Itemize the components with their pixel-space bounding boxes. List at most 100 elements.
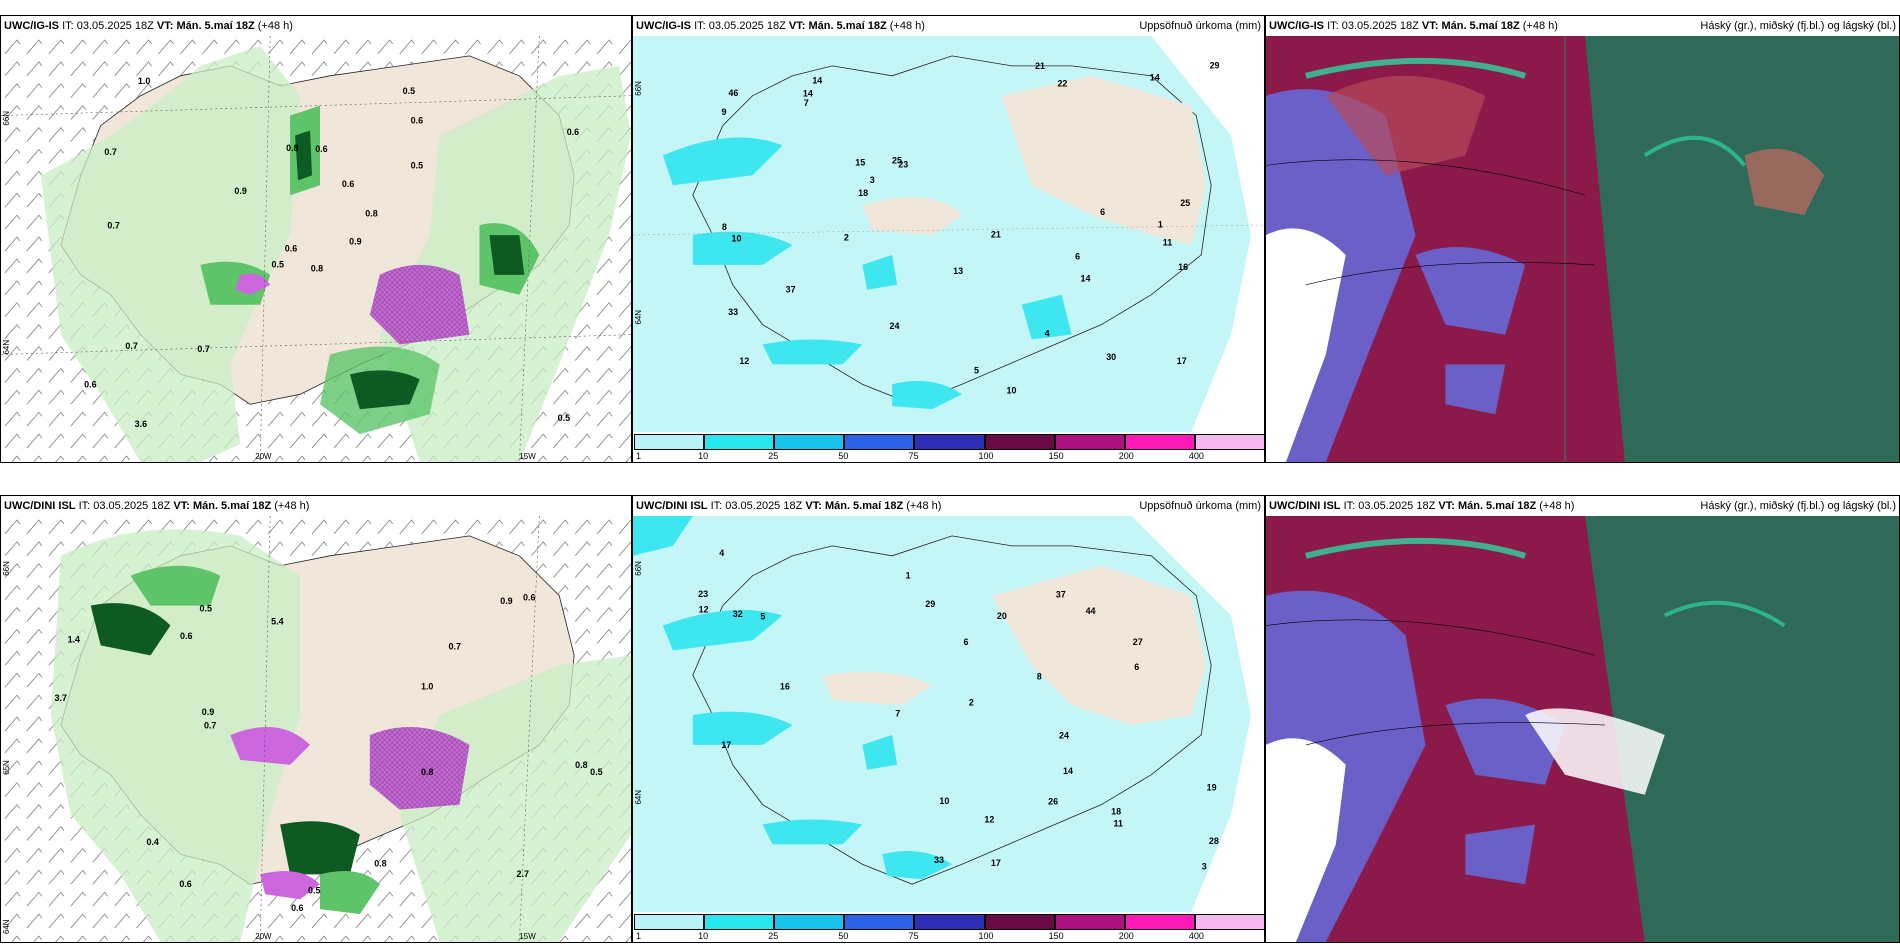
model-name: UWC/DINI ISL	[1269, 500, 1341, 512]
value-label: 0.8	[311, 263, 323, 273]
value-label: 33	[934, 855, 944, 865]
value-label: 22	[1057, 79, 1067, 89]
accumulated-precip-map: 66N 64N 6 11 23 27 33 29 17 37 16 17 18 20 24 32 28 44 1…	[633, 516, 1264, 912]
colorbar-tick-label: 75	[908, 451, 919, 461]
value-label: 6	[1100, 207, 1105, 217]
valid-time: VT: Mán. 5.maí 18Z	[788, 20, 887, 32]
value-label: 7	[895, 709, 900, 719]
value-label: 14	[803, 89, 813, 99]
value-label: 46	[728, 88, 738, 98]
lon-label: 20W	[255, 932, 272, 941]
colorbar-tick-label: 75	[908, 931, 919, 941]
precip-value-labels: 0.80.70.60.60.80.70.50.60.60.91.00.50.70…	[84, 76, 579, 429]
value-label: 33	[728, 307, 738, 317]
panel-bottom-left: UWC/DINI ISL IT: 03.05.2025 18Z VT: Mán.…	[0, 495, 632, 943]
value-label: 0.5	[200, 604, 212, 614]
colorbar-swatch	[704, 914, 775, 930]
value-label: 3.6	[135, 419, 147, 429]
value-label: 2	[969, 698, 974, 708]
value-label: 29	[1210, 60, 1220, 70]
value-label: 16	[780, 681, 790, 691]
colorbar-swatch	[634, 434, 705, 450]
lat-label: 64N	[2, 340, 11, 355]
value-label: 21	[991, 229, 1001, 239]
value-label: 0.8	[365, 208, 377, 218]
it-label: IT:	[1327, 20, 1339, 32]
colorbar: 1 10 25 50 75 100 150 200 400	[634, 912, 1264, 942]
lead-time: (+48 h)	[1522, 20, 1558, 32]
lat-label: 66N	[2, 111, 11, 126]
wind-precip-map: 66N 64N 20W 15W 0.8 0.7 0.6 0.6 0.8 0.7 0.5 0.6…	[1, 36, 631, 462]
map-svg: 66N 64N 61112142330332215109846172425132…	[633, 36, 1264, 432]
value-label: 0.7	[107, 221, 119, 231]
lat-label: 65N	[2, 760, 11, 775]
lat-label: 64N	[634, 310, 643, 325]
value-label: 6	[963, 637, 968, 647]
lead-time: (+48 h)	[274, 500, 310, 512]
lat-label: 64N	[634, 790, 643, 805]
colorbar-swatch	[914, 434, 985, 450]
value-label: 0.7	[204, 721, 216, 731]
colorbar-swatch	[774, 434, 845, 450]
value-label: 0.5	[403, 86, 415, 96]
it-label: IT:	[78, 500, 91, 512]
colorbar-tick-label: 200	[1118, 451, 1134, 461]
cloud-cover-map	[1266, 516, 1899, 942]
panel-bottom-middle: UWC/DINI ISL IT: 03.05.2025 18Z VT: Mán.…	[632, 495, 1265, 943]
colorbar-tick-label: 10	[698, 451, 709, 461]
value-label: 0.9	[234, 186, 246, 196]
precip-value-labels: 1.4 0.61.00.50.90.60.80.70.60.50.80.50.70…	[55, 592, 603, 913]
colorbar: 1 10 25 50 75 100 150 200 400	[634, 432, 1264, 462]
value-label: 21	[1035, 61, 1045, 71]
panel-title: Uppsöfnuð úrkoma (mm)	[1139, 20, 1261, 32]
value-label: 1.0	[421, 681, 433, 691]
init-time: 03.05.2025 18Z	[1358, 500, 1436, 512]
lat-label: 66N	[634, 561, 643, 576]
value-label: 0.8	[374, 859, 386, 869]
value-label: 37	[1056, 589, 1066, 599]
value-label: 28	[1209, 836, 1219, 846]
colorbar-swatch	[914, 914, 985, 930]
value-label: 6	[1075, 252, 1080, 262]
model-name: UWC/DINI ISL	[4, 500, 76, 512]
accumulated-value-labels: 6112327332917371617182024322844192612141…	[698, 548, 1219, 872]
value-label: 24	[889, 321, 899, 331]
panel-header: UWC/IG-IS IT: 03.05.2025 18Z VT: Mán. 5.…	[1266, 16, 1899, 36]
value-label: 0.5	[590, 767, 602, 777]
value-label: 1.0	[138, 76, 150, 86]
value-label: 0.7	[125, 341, 137, 351]
colorbar-tick-label: 1	[636, 451, 642, 461]
value-label: 0.6	[291, 903, 303, 913]
colorbar-swatch	[1054, 434, 1125, 450]
value-label: 0.6	[180, 631, 192, 641]
value-label: 27	[1133, 637, 1143, 647]
model-name: UWC/IG-IS	[4, 20, 59, 32]
colorbar-swatch	[704, 434, 775, 450]
panel-header: UWC/DINI ISL IT: 03.05.2025 18Z VT: Mán.…	[1, 496, 631, 516]
value-label: 13	[953, 266, 963, 276]
panel-title: Háský (gr.), miðský (fj.bl.) og lágský (…	[1700, 20, 1896, 32]
colorbar-swatch	[1124, 434, 1195, 450]
value-label: 24	[1059, 731, 1069, 741]
value-label: 12	[699, 605, 709, 615]
accumulated-precip-map: 66N 64N 6 11 12 14 23 30 33 22 15 10 9 8 46 17 24 25 13 2…	[633, 36, 1264, 432]
colorbar-tick-label: 200	[1118, 931, 1134, 941]
lon-label: 15W	[519, 932, 536, 941]
colorbar-swatch	[774, 914, 845, 930]
value-label: 0.6	[285, 243, 297, 253]
colorbar-tick-label: 400	[1188, 451, 1204, 461]
panel-top-right: UWC/IG-IS IT: 03.05.2025 18Z VT: Mán. 5.…	[1265, 15, 1900, 463]
value-label: 0.8	[286, 143, 298, 153]
cloud-cover-map	[1266, 36, 1899, 462]
value-label: 12	[739, 356, 749, 366]
value-label: 2.7	[517, 869, 529, 879]
value-label: 37	[786, 285, 796, 295]
lon-label: 15W	[519, 452, 536, 461]
value-label: 17	[1177, 356, 1187, 366]
value-label: 0.5	[558, 413, 570, 423]
value-label: 0.9	[349, 236, 361, 246]
lead-time: (+48 h)	[1539, 500, 1575, 512]
colorbar-swatch	[634, 914, 705, 930]
it-label: IT:	[62, 20, 74, 32]
value-label: 32	[733, 609, 743, 619]
